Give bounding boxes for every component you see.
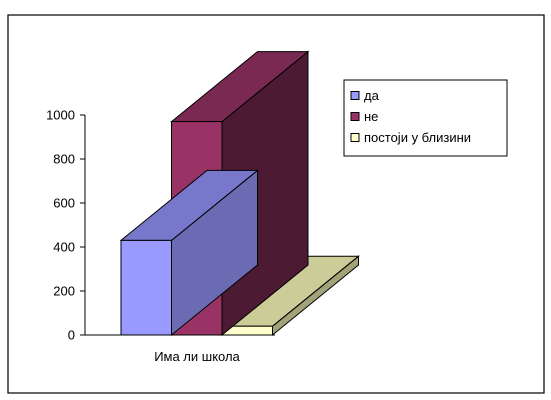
legend-label: не xyxy=(364,109,378,124)
legend: да не постоји у близини xyxy=(343,79,508,157)
bar-front xyxy=(120,239,172,336)
y-tick-label: 600 xyxy=(53,196,75,211)
legend-swatch xyxy=(350,112,360,121)
legend-swatch xyxy=(350,133,360,142)
legend-box xyxy=(343,79,508,157)
bar-0 xyxy=(119,169,259,337)
y-tick-label: 0 xyxy=(68,328,75,343)
y-tick-label: 400 xyxy=(53,240,75,255)
y-axis-ticks: 0 200 400 600 800 1000 xyxy=(46,108,85,343)
legend-label: да xyxy=(364,88,380,103)
y-tick-label: 1000 xyxy=(46,108,75,123)
chart-border xyxy=(7,14,545,394)
y-tick-label: 800 xyxy=(53,152,75,167)
legend-items: да не постоји у близини xyxy=(350,88,471,145)
legend-label: постоји у близини xyxy=(364,130,471,145)
category-label: Има ли школа xyxy=(154,349,240,364)
y-tick-label: 200 xyxy=(53,284,75,299)
legend-swatch xyxy=(350,91,360,100)
bars xyxy=(119,50,360,337)
